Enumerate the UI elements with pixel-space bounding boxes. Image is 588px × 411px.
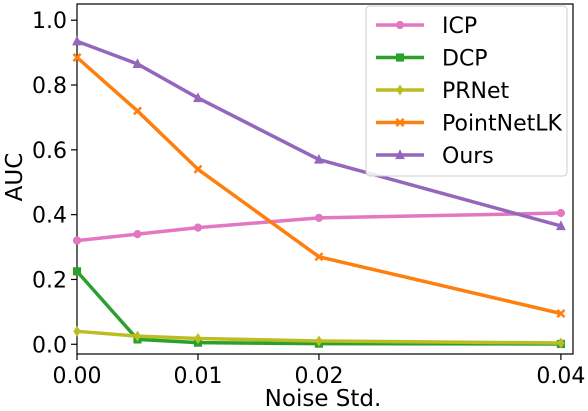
x-tick-label: 0.02 [294, 364, 343, 389]
x-axis-title: Noise Std. [265, 386, 382, 411]
legend-item-icp: ICP [376, 14, 477, 39]
data-point-icp [72, 236, 82, 245]
plot-area [72, 3, 574, 355]
legend-box [365, 5, 568, 177]
legend-item-dcp: DCP [376, 47, 488, 72]
data-point-ours [314, 153, 324, 164]
data-point-pointnetlk [133, 106, 142, 116]
data-point-prnet [133, 330, 142, 342]
data-point-icp [556, 208, 566, 218]
y-tick-label: 0.8 [32, 74, 67, 99]
legend-marker-prnet [396, 84, 404, 96]
legend-marker-ours [395, 149, 405, 160]
data-point-prnet [194, 332, 202, 344]
legend-marker-dcp [395, 53, 405, 62]
y-tick-label: 1.0 [32, 9, 67, 34]
legend-label-icp: ICP [442, 14, 477, 39]
data-point-ours [72, 35, 82, 46]
data-point-ours [132, 58, 143, 69]
series-pointnetlk [72, 52, 566, 318]
series-prnet [73, 325, 565, 349]
y-tick-label: 0.4 [32, 204, 67, 229]
y-axis-title: AUC [2, 153, 28, 202]
series-ours [72, 35, 566, 231]
data-point-pointnetlk [193, 164, 203, 174]
data-point-pointnetlk [72, 52, 82, 62]
series-icp [72, 208, 566, 245]
x-tick-label: 0.00 [53, 364, 102, 389]
plot-frame [76, 3, 574, 355]
legend-label-prnet: PRNet [442, 79, 510, 104]
legend-marker-pointnetlk [395, 118, 405, 127]
data-point-icp [133, 229, 142, 239]
data-point-pointnetlk [314, 252, 324, 262]
data-point-icp [314, 213, 324, 222]
data-point-pointnetlk [556, 309, 566, 318]
legend-label-pointnetlk: PointNetLK [442, 112, 562, 137]
y-axis: 0.0 0.2 0.4 0.6 0.8 1.0 [32, 9, 77, 358]
x-tick-label: 0.01 [173, 364, 222, 389]
legend-item-pointnetlk: PointNetLK [376, 112, 562, 137]
data-point-dcp [72, 267, 82, 276]
data-point-ours [193, 92, 203, 103]
data-point-prnet [315, 335, 323, 347]
y-tick-label: 0.2 [32, 268, 67, 293]
data-point-prnet [73, 325, 81, 337]
legend-item-prnet: PRNet [376, 79, 510, 104]
legend-item-ours: Ours [376, 144, 494, 169]
legend-marker-icp [395, 20, 405, 30]
x-tick-label: 0.04 [536, 364, 585, 389]
y-tick-label: 0.0 [32, 333, 67, 358]
legend-label-dcp: DCP [442, 47, 488, 72]
data-point-icp [193, 223, 203, 232]
y-tick-label: 0.6 [32, 139, 67, 164]
data-point-ours [555, 220, 566, 231]
x-axis: 0.00 0.01 0.02 0.04 [53, 354, 585, 389]
legend: ICP DCP PRNet PointNetLK Ours [365, 5, 568, 177]
data-point-prnet [557, 337, 565, 349]
series-line-dcp [75, 270, 561, 346]
legend-label-ours: Ours [442, 144, 494, 169]
